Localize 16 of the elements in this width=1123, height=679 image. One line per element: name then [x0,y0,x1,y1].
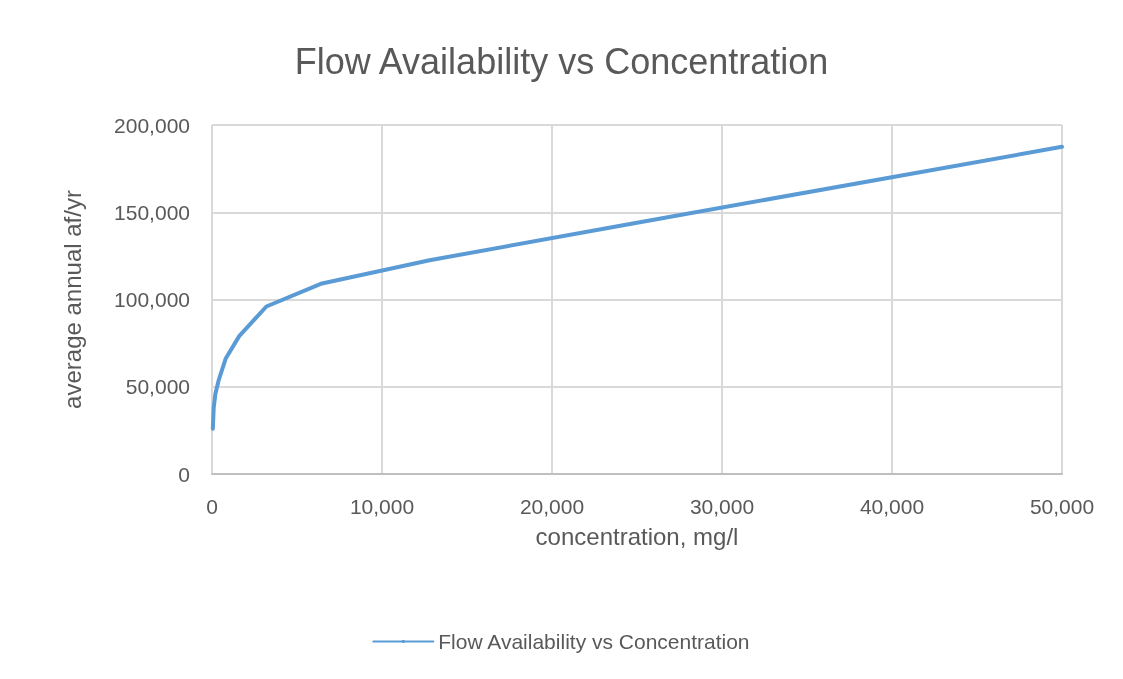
x-axis-title: concentration, mg/l [535,522,739,550]
x-tick-label: 40,000 [859,495,925,518]
y-tick-label: 100,000 [114,288,190,311]
chart-title: Flow Availability vs Concentration [294,40,829,82]
y-tick-label: 150,000 [114,200,190,224]
x-tick-label: 10,000 [349,495,415,518]
y-tick-label: 200,000 [114,113,190,137]
y-tick-label: 0 [178,462,190,486]
line-series [210,144,1064,431]
legend-label: Flow Availability vs Concentration [438,630,750,653]
y-axis-title: average annual af/yr [58,190,86,409]
x-tick-label: 30,000 [689,495,755,518]
x-tick-label: 50,000 [1029,495,1095,518]
x-tick-label: 0 [206,495,218,518]
x-tick-label: 20,000 [519,495,585,518]
y-tick-label: 50,000 [125,375,190,399]
